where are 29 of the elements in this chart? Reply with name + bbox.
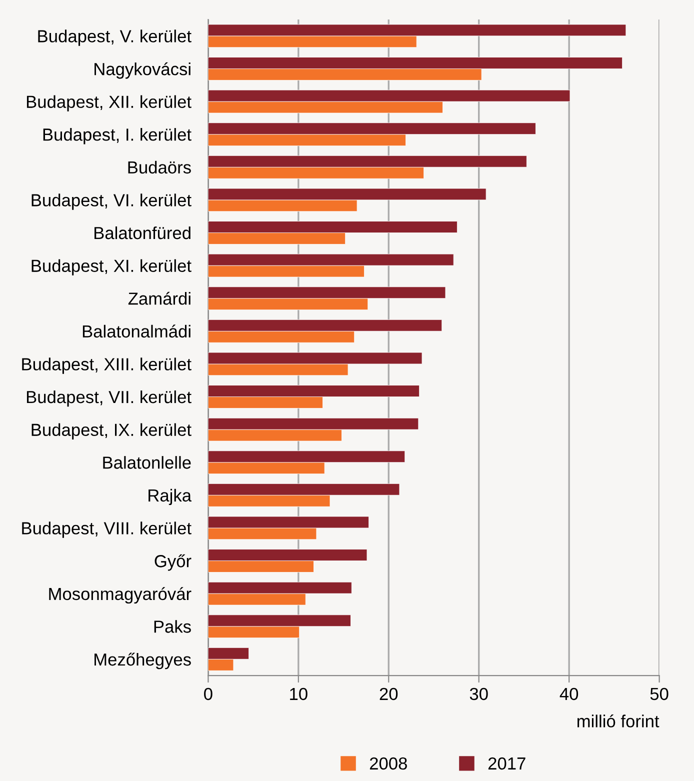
x-tick-label: 30 xyxy=(470,688,488,700)
y-tick-label: Budapest, VII. kerület xyxy=(26,390,192,407)
y-tick-label: Nagykovácsi xyxy=(94,62,190,79)
y-tick-label: Budapest, XII. kerület xyxy=(26,95,192,112)
y-tick-label: Budapest, XIII. kerület xyxy=(22,358,192,374)
x-tick-label: 10 xyxy=(290,688,308,700)
y-tick-label: Budapest, XI. kerület xyxy=(32,259,192,276)
legend-label: 2008 xyxy=(370,757,407,770)
legend-label: 2017 xyxy=(488,757,526,770)
y-tick-label: Rajka xyxy=(148,488,192,506)
y-tick-label: Budapest, IX. kerület xyxy=(32,423,192,440)
y-tick-label: Mosonmagyaróvár xyxy=(49,587,192,604)
x-tick-label: 20 xyxy=(380,688,398,700)
x-tick-label: 0 xyxy=(204,688,212,700)
y-tick-label: Balatonalmádi xyxy=(82,324,190,338)
x-axis-title: millió forint xyxy=(577,714,660,728)
y-tick-label: Győr xyxy=(154,554,192,571)
y-tick-label: Budapest, V. kerület xyxy=(38,30,192,46)
y-tick-label: Budapest, VI. kerület xyxy=(32,194,192,210)
y-tick-label: Paks xyxy=(154,620,191,633)
x-tick-label: 40 xyxy=(560,688,578,700)
y-tick-label: Budaörs xyxy=(128,160,191,174)
x-tick-label: 50 xyxy=(650,688,668,700)
y-tick-label: Mezőhegyes xyxy=(94,652,191,670)
y-tick-label: Balatonfüred xyxy=(94,226,190,240)
y-tick-label: Balatonlelle xyxy=(103,456,191,469)
y-tick-label: Budapest, VIII. kerület xyxy=(22,522,192,538)
y-tick-label: Budapest, I. kerület xyxy=(43,128,192,144)
y-tick-label: Zamárdi xyxy=(128,292,190,305)
